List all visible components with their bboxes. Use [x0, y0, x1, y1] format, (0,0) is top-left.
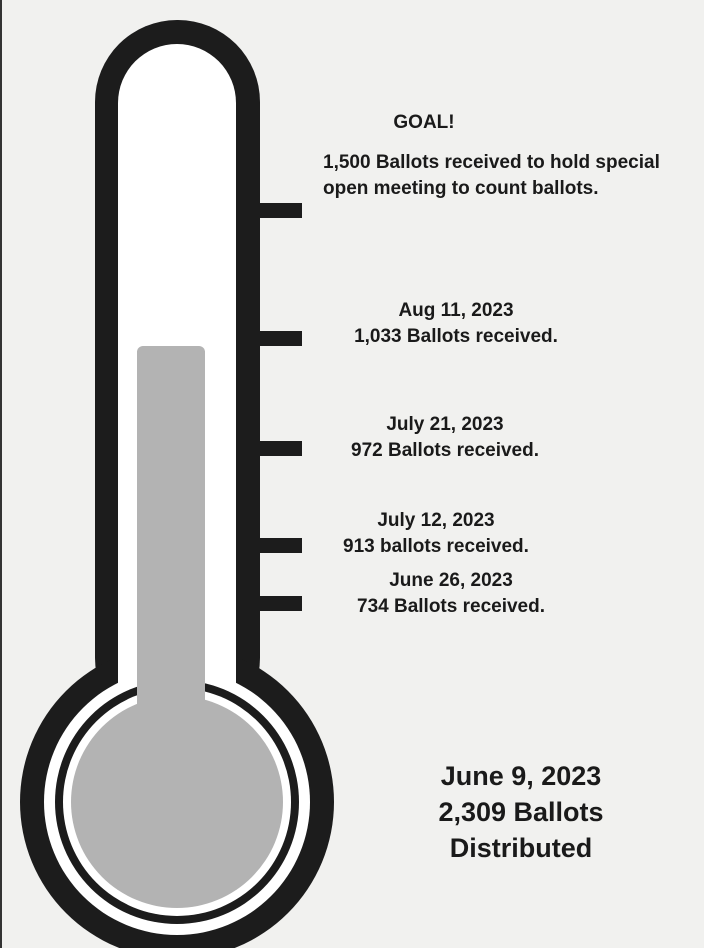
distributed-summary: June 9, 2023 2,309 Ballots Distributed: [386, 758, 656, 866]
distributed-count: 2,309 Ballots: [438, 797, 604, 827]
milestone-jun26: June 26, 2023 734 Ballots received.: [322, 568, 580, 620]
milestone-aug11: Aug 11, 2023 1,033 Ballots received.: [318, 298, 594, 350]
tick-milestone-3: [246, 596, 302, 611]
distributed-status: Distributed: [449, 833, 593, 863]
milestone-date: July 12, 2023: [377, 510, 495, 531]
distributed-date: June 9, 2023: [440, 761, 602, 791]
tick-milestone-1: [246, 441, 302, 456]
tick-marks: [246, 203, 302, 611]
milestone-jul21: July 21, 2023 972 Ballots received.: [320, 412, 570, 464]
milestone-date: Aug 11, 2023: [398, 300, 514, 321]
mercury-column: [137, 346, 205, 770]
left-edge-border: [0, 0, 2, 948]
tick-milestone-0: [246, 331, 302, 346]
milestone-count: 972 Ballots received.: [351, 440, 539, 461]
goal-description: 1,500 Ballots received to hold special o…: [323, 152, 660, 199]
mercury-bulb: [71, 696, 283, 908]
tick-goal: [246, 203, 302, 218]
milestone-count: 913 ballots received.: [343, 536, 529, 557]
milestone-date: June 26, 2023: [389, 570, 513, 591]
milestone-count: 734 Ballots received.: [357, 596, 545, 617]
milestone-date: July 21, 2023: [386, 414, 504, 435]
milestone-count: 1,033 Ballots received.: [354, 326, 558, 347]
tick-milestone-2: [246, 538, 302, 553]
goal-heading: GOAL!: [393, 112, 455, 133]
milestone-jul12: July 12, 2023 913 ballots received.: [316, 508, 556, 560]
